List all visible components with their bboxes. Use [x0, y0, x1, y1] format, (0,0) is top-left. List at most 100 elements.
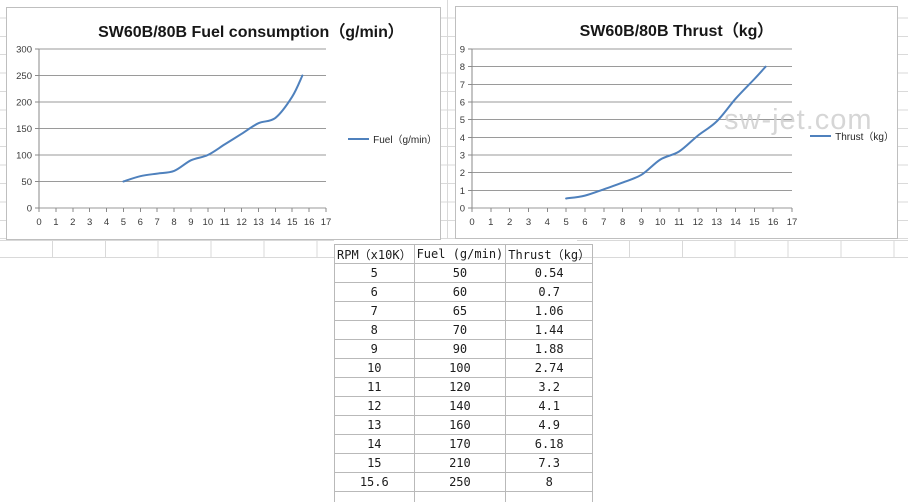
table-row-cell[interactable]: 1.44: [505, 320, 594, 340]
table-row: 15.6 250 8: [334, 472, 594, 492]
fuel-chart-legend: Fuel（g/min）: [348, 131, 437, 146]
table-row-cell[interactable]: 11: [334, 377, 415, 397]
table-row-cell[interactable]: 1.06: [505, 301, 594, 321]
svg-text:8: 8: [620, 217, 625, 228]
table-row-cell[interactable]: 8: [334, 320, 415, 340]
table-row-cell[interactable]: 0.54: [505, 263, 594, 283]
svg-text:150: 150: [16, 124, 32, 135]
table-row-cell[interactable]: 7.3: [505, 453, 594, 473]
table-row-cell[interactable]: 90: [413, 339, 507, 359]
svg-text:13: 13: [711, 217, 722, 228]
table-row: 7 65 1.06: [334, 301, 594, 321]
svg-text:7: 7: [155, 217, 160, 228]
svg-text:2: 2: [70, 217, 75, 228]
table-row-cell[interactable]: 4.1: [505, 396, 594, 416]
table-row-cell[interactable]: 170: [413, 434, 507, 454]
table-row: 9 90 1.88: [334, 339, 594, 359]
table-header-row-cell[interactable]: RPM（x10K）: [334, 244, 415, 264]
table-filler-row-cell[interactable]: [413, 491, 507, 502]
table-header-row-cell[interactable]: Fuel (g/min): [413, 244, 507, 264]
svg-text:250: 250: [16, 71, 32, 82]
table-row: 6 60 0.7: [334, 282, 594, 302]
svg-text:4: 4: [104, 217, 109, 228]
table-header-row: RPM（x10K） Fuel (g/min) Thrust（kg）: [334, 244, 594, 264]
svg-text:300: 300: [16, 45, 32, 56]
table-row-cell[interactable]: 50: [413, 263, 507, 283]
thrust-chart-legend: Thrust（kg）: [810, 128, 894, 143]
svg-text:50: 50: [21, 177, 32, 188]
table-row-cell[interactable]: 6.18: [505, 434, 594, 454]
table-row-cell[interactable]: 160: [413, 415, 507, 435]
table-filler-row-cell[interactable]: [334, 491, 415, 502]
table-header-row-cell[interactable]: Thrust（kg）: [505, 244, 594, 264]
table-row-cell[interactable]: 6: [334, 282, 415, 302]
table-row-cell[interactable]: 5: [334, 263, 415, 283]
svg-text:6: 6: [138, 217, 143, 228]
sheet-grid-band-right: [577, 240, 908, 258]
svg-text:17: 17: [787, 217, 798, 228]
table-row-cell[interactable]: 15: [334, 453, 415, 473]
legend-line-sample-icon: [348, 137, 370, 140]
svg-text:16: 16: [768, 217, 779, 228]
svg-text:7: 7: [460, 80, 465, 91]
table-row-cell[interactable]: 2.74: [505, 358, 594, 378]
table-row-cell[interactable]: 7: [334, 301, 415, 321]
table-row: 5 50 0.54: [334, 263, 594, 283]
svg-text:0: 0: [469, 217, 474, 228]
table-row-cell[interactable]: 12: [334, 396, 415, 416]
fuel-consumption-chart[interactable]: 0 50 100 150 200 250 300 0 1 2 3 4 5 6 7 8 9 10 11 12 13 14 15…: [6, 7, 441, 240]
table-row-cell[interactable]: 14: [334, 434, 415, 454]
table-row-cell[interactable]: 0.7: [505, 282, 594, 302]
svg-text:11: 11: [220, 217, 230, 228]
table-row: 8 70 1.44: [334, 320, 594, 340]
svg-text:4: 4: [460, 133, 465, 144]
svg-text:100: 100: [16, 151, 32, 162]
fuel-chart-title: SW60B/80B Fuel consumption（g/min）: [98, 24, 404, 41]
table-row-cell[interactable]: 120: [413, 377, 507, 397]
svg-text:9: 9: [639, 217, 644, 228]
table-row-cell[interactable]: 65: [413, 301, 507, 321]
svg-text:5: 5: [460, 115, 465, 126]
svg-text:0: 0: [27, 204, 32, 215]
svg-text:2: 2: [507, 217, 512, 228]
legend-line-sample-icon: [810, 134, 832, 137]
table-row-cell[interactable]: 250: [413, 472, 507, 492]
table-row: 11 120 3.2: [334, 377, 594, 397]
table-row-cell[interactable]: 210: [413, 453, 507, 473]
svg-text:13: 13: [253, 217, 264, 228]
table-row-cell[interactable]: 60: [413, 282, 507, 302]
table-row-cell[interactable]: 4.9: [505, 415, 594, 435]
table-row-cell[interactable]: 3.2: [505, 377, 594, 397]
svg-text:0: 0: [460, 204, 465, 215]
svg-text:3: 3: [526, 217, 531, 228]
table-row-cell[interactable]: 10: [334, 358, 415, 378]
svg-text:9: 9: [188, 217, 193, 228]
svg-text:200: 200: [16, 98, 32, 109]
svg-text:1: 1: [53, 217, 58, 228]
sheet-grid-band-left: [0, 240, 334, 258]
table-filler-row-cell[interactable]: [505, 491, 594, 502]
table-row-cell[interactable]: 13: [334, 415, 415, 435]
svg-text:7: 7: [601, 217, 606, 228]
svg-text:1: 1: [488, 217, 493, 228]
table-row-cell[interactable]: 15.6: [334, 472, 415, 492]
thrust-chart[interactable]: 0 1 2 3 4 5 6 7 8 9 0 1 2 3 4 5 6 7 8 9 10 11 12 13 14 15 16 17 SW6…: [455, 6, 898, 239]
table-row: 14 170 6.18: [334, 434, 594, 454]
table-row-cell[interactable]: 1.88: [505, 339, 594, 359]
table-row: 15 210 7.3: [334, 453, 594, 473]
table-row-cell[interactable]: 140: [413, 396, 507, 416]
thrust-chart-title: SW60B/80B Thrust（kg）: [579, 23, 774, 40]
table-row: 12 140 4.1: [334, 396, 594, 416]
table-row-cell[interactable]: 70: [413, 320, 507, 340]
svg-text:0: 0: [36, 217, 41, 228]
table-row-cell[interactable]: 8: [505, 472, 594, 492]
table-row: 13 160 4.9: [334, 415, 594, 435]
svg-text:8: 8: [460, 62, 465, 73]
svg-text:6: 6: [460, 98, 465, 109]
table-row-cell[interactable]: 100: [413, 358, 507, 378]
thrust-legend-label: Thrust（kg）: [835, 132, 894, 143]
svg-text:9: 9: [460, 45, 465, 56]
table-row-cell[interactable]: 9: [334, 339, 415, 359]
